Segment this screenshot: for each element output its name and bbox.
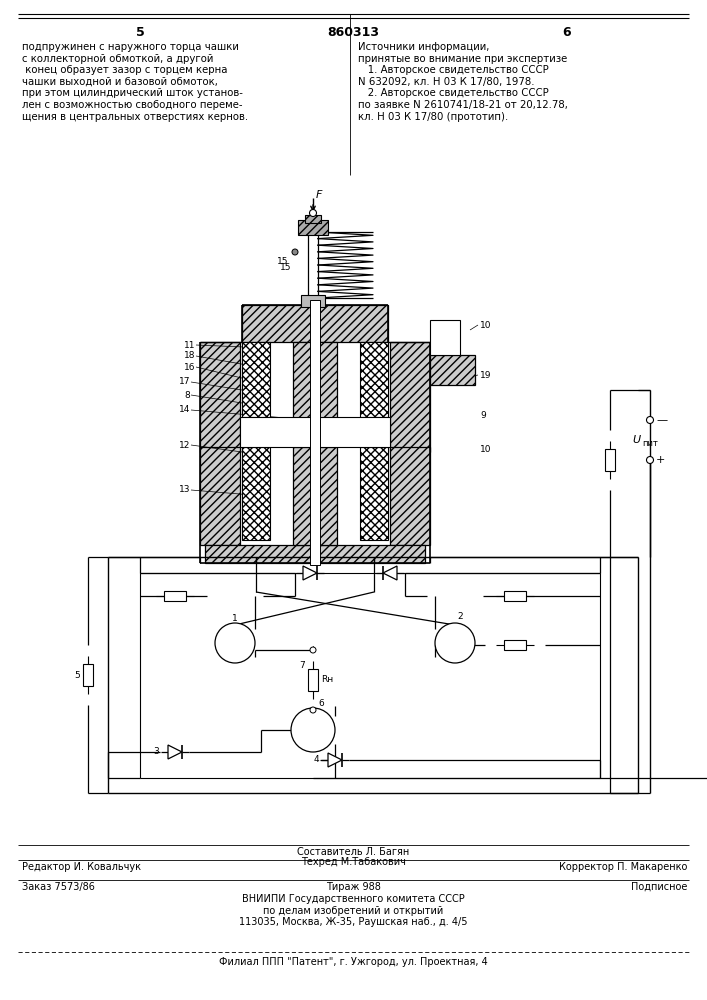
Text: Заказ 7573/86: Заказ 7573/86 [22,882,95,892]
Polygon shape [303,566,317,580]
Bar [293,447,337,545]
Text: Редактор И. Ковальчук: Редактор И. Ковальчук [22,862,141,872]
Bar [360,447,388,540]
Bar [298,220,328,235]
Bar [504,591,526,601]
Bar [430,320,460,355]
Text: 15: 15 [276,257,288,266]
Text: 14: 14 [179,406,190,414]
Bar [360,342,388,417]
Text: Филиал ППП "Патент", г. Ужгород, ул. Проектная, 4: Филиал ППП "Патент", г. Ужгород, ул. Про… [218,957,487,967]
Bar [242,342,270,417]
Text: 6: 6 [318,699,324,708]
Bar [390,447,430,545]
Circle shape [310,647,316,653]
Circle shape [646,456,653,464]
Text: Тираж 988: Тираж 988 [325,882,380,892]
Text: Техред М.Табакович: Техред М.Табакович [300,857,405,867]
Text: 16: 16 [184,362,195,371]
Bar [310,300,320,565]
Text: Rн: Rн [321,676,333,684]
Bar [242,305,388,342]
Text: ВНИИПИ Государственного комитета СССР
по делам изобретений и открытий
113035, Мо: ВНИИПИ Государственного комитета СССР по… [239,894,467,927]
Text: +: + [310,646,317,654]
Text: 2: 2 [457,612,462,621]
Bar [164,591,186,601]
Text: Подписное: Подписное [631,882,687,892]
Circle shape [215,623,255,663]
Text: 9: 9 [480,410,486,420]
Bar [390,342,430,452]
Text: 5: 5 [136,26,144,39]
Circle shape [292,249,298,255]
Bar [83,664,93,686]
Text: 3: 3 [153,748,159,756]
Bar [305,215,321,223]
Bar [200,342,240,452]
Bar [504,640,526,650]
Text: 4: 4 [313,756,319,764]
Text: 860313: 860313 [327,26,379,39]
Text: 6: 6 [563,26,571,39]
Bar [240,417,390,447]
Bar [605,449,615,471]
Text: Корректор П. Макаренко: Корректор П. Макаренко [559,862,687,872]
Text: 7: 7 [299,660,305,670]
Text: 11: 11 [184,340,195,350]
Text: 15: 15 [279,262,291,271]
Text: U: U [632,435,640,445]
Text: пит: пит [642,440,658,448]
Text: 5: 5 [74,670,80,680]
Text: —: — [308,705,318,715]
Text: +: + [656,455,665,465]
Text: 13: 13 [178,486,190,494]
Polygon shape [168,745,182,759]
Bar [205,545,425,563]
Text: 17: 17 [178,377,190,386]
Bar [200,447,240,545]
Polygon shape [383,566,397,580]
Circle shape [310,707,316,713]
Text: Составитель Л. Багян: Составитель Л. Багян [297,847,409,857]
Text: подпружинен с наружного торца чашки
с коллекторной обмоткой, а другой
 конец обр: подпружинен с наружного торца чашки с ко… [22,42,248,122]
Text: 19: 19 [480,370,491,379]
Circle shape [435,623,475,663]
Text: —: — [656,415,667,425]
Text: F: F [316,190,322,200]
Bar [308,669,318,691]
Text: 12: 12 [179,440,190,450]
Bar [430,355,475,385]
Bar [293,342,337,432]
Text: 10: 10 [480,320,491,330]
Bar [301,295,325,307]
Bar [242,447,270,540]
Text: Источники информации,
принятые во внимание при экспертизе
   1. Авторское свидет: Источники информации, принятые во вниман… [358,42,568,122]
Text: 10: 10 [480,446,491,454]
Circle shape [310,210,317,217]
Circle shape [291,708,335,752]
Text: 8: 8 [185,390,190,399]
Text: 18: 18 [184,352,195,360]
Circle shape [646,416,653,424]
Text: 1: 1 [232,614,238,623]
Polygon shape [328,753,342,767]
